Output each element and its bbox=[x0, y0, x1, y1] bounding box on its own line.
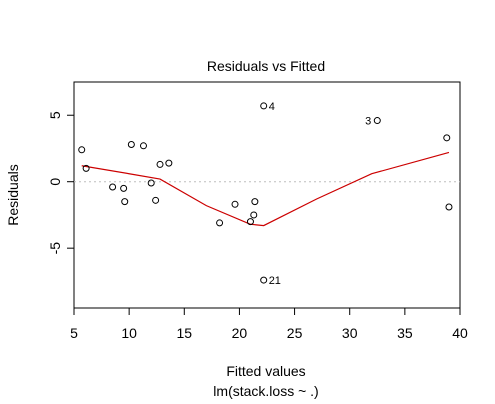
y-axis-label: Residuals bbox=[5, 164, 21, 225]
data-point bbox=[165, 159, 173, 167]
data-point bbox=[147, 179, 155, 187]
x-tick-label: 25 bbox=[287, 325, 303, 341]
data-point bbox=[443, 134, 451, 142]
data-point bbox=[82, 164, 90, 172]
data-point bbox=[121, 198, 129, 206]
x-tick-label: 30 bbox=[342, 325, 358, 341]
data-point bbox=[246, 218, 254, 226]
chart-title: Residuals vs Fitted bbox=[207, 58, 325, 74]
x-axis-sublabel: lm(stack.loss ~ .) bbox=[213, 383, 318, 399]
x-tick-label: 15 bbox=[176, 325, 192, 341]
x-tick-label: 10 bbox=[121, 325, 137, 341]
smoother-line bbox=[81, 151, 450, 227]
data-point bbox=[109, 183, 117, 191]
x-tick-label: 35 bbox=[397, 325, 413, 341]
data-point bbox=[250, 211, 258, 219]
x-tick-label: 40 bbox=[452, 325, 468, 341]
plot-frame bbox=[73, 81, 461, 309]
data-point bbox=[216, 219, 224, 227]
x-axis-label: Fitted values bbox=[226, 363, 305, 379]
data-point bbox=[78, 146, 86, 154]
y-tick-label: 0 bbox=[47, 178, 63, 186]
data-point bbox=[231, 200, 239, 208]
data-point bbox=[251, 198, 259, 206]
y-axis: -5 0 5 bbox=[47, 111, 74, 254]
point-label: 21 bbox=[269, 275, 281, 287]
y-tick-label: -5 bbox=[47, 242, 63, 255]
data-point bbox=[260, 276, 268, 284]
point-label: 3 bbox=[365, 116, 371, 128]
data-point bbox=[156, 160, 164, 168]
data-point bbox=[445, 203, 453, 211]
data-points bbox=[78, 102, 453, 284]
point-labels: 4 3 21 bbox=[269, 101, 372, 287]
data-point bbox=[373, 117, 381, 125]
point-label: 4 bbox=[269, 101, 275, 113]
data-point bbox=[120, 184, 128, 192]
x-axis: 5 10 15 20 25 30 35 40 bbox=[70, 308, 468, 341]
data-point bbox=[260, 102, 268, 110]
x-tick-label: 20 bbox=[232, 325, 248, 341]
x-tick-label: 5 bbox=[70, 325, 78, 341]
y-tick-label: 5 bbox=[47, 111, 63, 119]
data-point bbox=[152, 196, 160, 204]
data-point bbox=[127, 140, 135, 148]
data-point bbox=[139, 142, 147, 150]
